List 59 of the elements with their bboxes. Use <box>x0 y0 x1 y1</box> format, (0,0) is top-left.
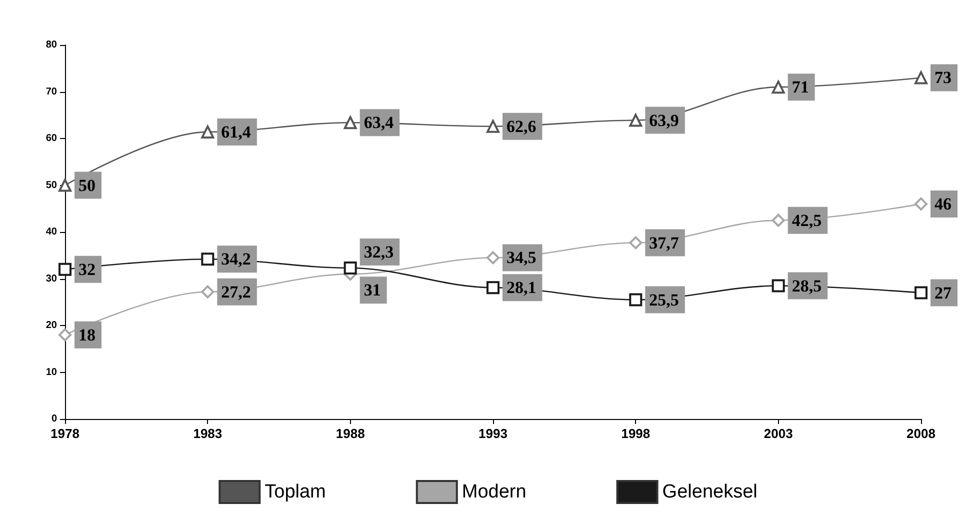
y-tick-label: 0 <box>51 414 58 424</box>
point <box>486 251 500 264</box>
data-label: 62,6 <box>506 116 536 136</box>
x-tick-label: 1983 <box>193 426 222 441</box>
data-label: 71 <box>792 78 809 97</box>
y-tick-label: 30 <box>46 273 58 284</box>
x-tick-label: 2003 <box>764 426 793 441</box>
data-label: 37,7 <box>649 233 680 252</box>
point <box>58 262 72 276</box>
data-label: 50 <box>78 176 96 195</box>
legend-label: Modern <box>462 482 526 502</box>
data-label: 42,5 <box>792 210 822 230</box>
data-label: 28,1 <box>506 278 536 298</box>
y-tick-label: 70 <box>46 86 58 98</box>
point <box>201 252 214 266</box>
data-label: 63,4 <box>364 113 394 132</box>
x-tick-label: 1978 <box>50 426 80 441</box>
data-label: 27,2 <box>221 282 251 302</box>
x-tick-label: 2008 <box>906 426 936 441</box>
data-label: 32,3 <box>364 242 394 262</box>
point <box>486 120 500 133</box>
point <box>772 214 785 227</box>
point <box>629 114 642 127</box>
point <box>772 80 785 94</box>
data-label: 27 <box>934 283 952 302</box>
data-label: 25,5 <box>649 290 679 310</box>
x-tick-label: 1988 <box>336 426 365 441</box>
y-tick-label: 10 <box>46 366 58 378</box>
data-label: 31 <box>364 280 381 300</box>
data-label: 28,5 <box>792 276 822 296</box>
y-tick-label: 60 <box>46 133 58 144</box>
point <box>58 328 72 342</box>
point <box>344 116 357 130</box>
point <box>914 286 928 300</box>
point <box>772 279 785 292</box>
data-label: 32 <box>78 260 96 279</box>
point <box>201 285 214 298</box>
point <box>629 293 642 306</box>
data-label: 46 <box>934 194 952 214</box>
data-label: 61,4 <box>221 122 252 142</box>
point <box>486 281 500 294</box>
point <box>914 197 928 210</box>
data-label: 73 <box>934 68 952 88</box>
data-label: 18 <box>78 325 96 344</box>
point <box>914 71 928 84</box>
x-tick-label: 1998 <box>621 426 650 441</box>
legend-label: Geleneksel <box>662 482 758 502</box>
point <box>629 236 642 250</box>
point <box>344 261 357 274</box>
legend-label: Toplam <box>264 482 326 502</box>
x-tick-label: 1993 <box>478 426 508 441</box>
y-tick-label: 50 <box>46 180 58 191</box>
point <box>201 125 214 138</box>
y-tick-label: 80 <box>46 40 58 50</box>
data-label: 34,5 <box>506 248 536 268</box>
data-label: 34,2 <box>221 250 251 269</box>
data-label: 63,9 <box>649 110 679 130</box>
y-tick-label: 20 <box>46 320 58 331</box>
y-tick-label: 40 <box>46 226 58 238</box>
